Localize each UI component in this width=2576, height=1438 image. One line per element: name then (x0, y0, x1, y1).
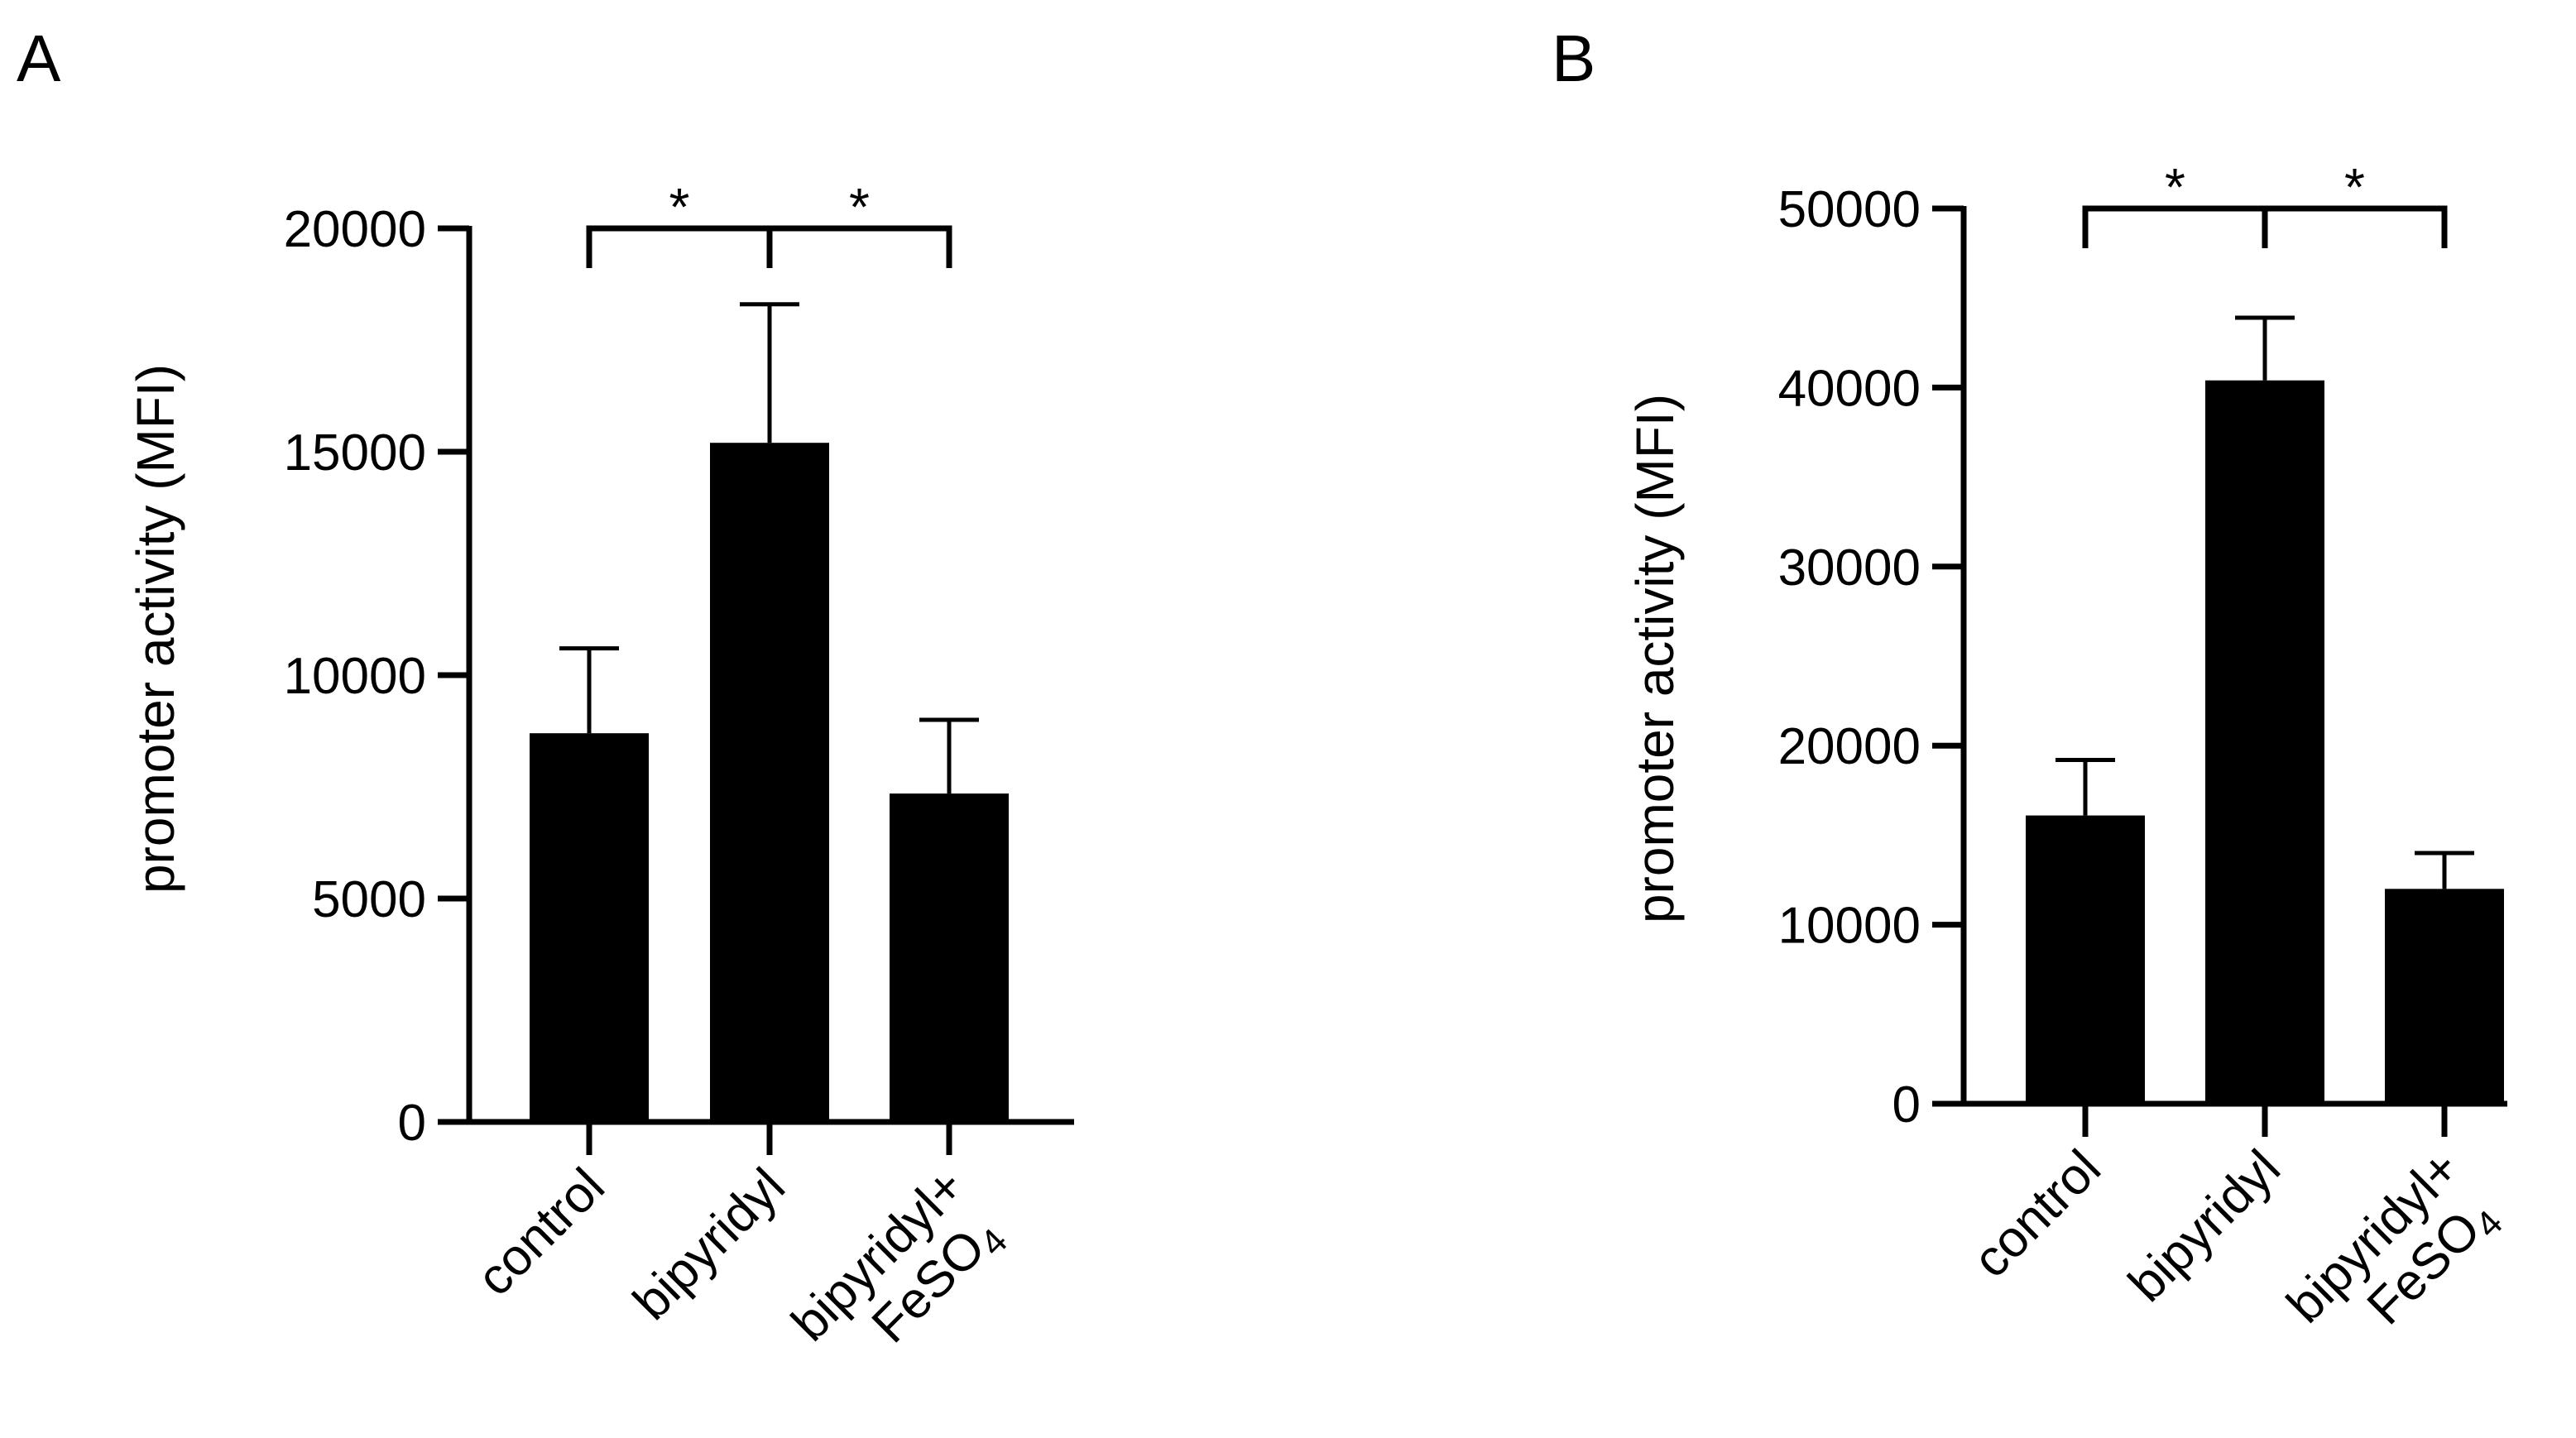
panel-b-chart: B 0 10000 20000 30000 40000 50000 promoter act… (1552, 22, 2516, 1379)
panel-b-marks: 0 10000 20000 30000 40000 50000 promoter activ… (1625, 157, 2516, 1379)
panel-b-y-tick-label: 20000 (1778, 718, 1921, 775)
panel-label-b: B (1552, 22, 1595, 95)
panel-a-significance-bracket (766, 225, 952, 268)
panel-b-significance-star: * (2344, 157, 2365, 217)
panel-a-category-label: bipyridyl+FeSO4 (781, 1158, 1021, 1397)
panel-b-category-label: bipyridyl (2118, 1139, 2291, 1313)
panel-b-y-tick-label: 40000 (1778, 360, 1921, 417)
panel-b-y-tick-label: 10000 (1778, 898, 1921, 955)
panel-a-y-tick-label: 20000 (284, 201, 426, 258)
panel-a-significance-star: * (849, 177, 870, 237)
panel-a-y-tick-label: 5000 (312, 871, 426, 928)
panel-b-y-tick-label: 50000 (1778, 181, 1921, 238)
panel-a-y-tick-label: 10000 (284, 648, 426, 705)
panel-b-bar (2385, 889, 2504, 1104)
panel-a-chart: A 0 5000 10000 15000 20000 promoter activity … (17, 22, 1074, 1397)
panel-b-category-label: bipyridyl+FeSO4 (2276, 1139, 2516, 1379)
panel-a-y-tick-label: 0 (398, 1095, 426, 1152)
panel-label-a: A (17, 22, 61, 95)
panel-a-category-label: control (467, 1158, 616, 1306)
panel-b-significance-star: * (2165, 157, 2185, 217)
panel-b-category-label: control (1963, 1139, 2112, 1288)
panel-a-bar (890, 793, 1009, 1122)
panel-a-y-axis-title: promoter activity (MFI) (126, 364, 185, 894)
panel-a-significance-star: * (669, 177, 690, 237)
panel-a-category-label-subscript: 4 (972, 1220, 1015, 1263)
panel-b-y-tick-label: 30000 (1778, 539, 1921, 597)
panel-a-y-tick-label: 15000 (284, 424, 426, 482)
panel-b-y-axis-title: promoter activity (MFI) (1625, 394, 1685, 923)
panel-a-bar (530, 733, 649, 1122)
panel-a-bar (710, 443, 829, 1122)
panel-a-category-label: bipyridyl (622, 1158, 796, 1331)
panel-b-significance-bracket (2262, 205, 2448, 248)
panel-b-category-label-subscript: 4 (2468, 1202, 2511, 1245)
panel-b-y-tick-label: 0 (1892, 1076, 1921, 1134)
panel-a-marks: 0 5000 10000 15000 20000 promoter activity (M… (126, 177, 1074, 1397)
panel-b-bar (2026, 815, 2145, 1104)
panel-b-bar (2205, 380, 2324, 1104)
